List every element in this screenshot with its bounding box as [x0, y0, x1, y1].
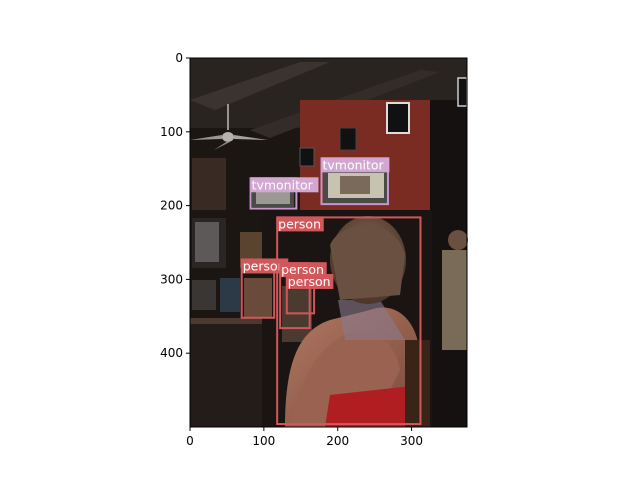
bar-counter-top	[190, 318, 290, 324]
axes-frame	[189, 57, 468, 428]
poster	[220, 278, 240, 312]
small-person	[244, 278, 272, 318]
tv-screen-right-content	[340, 176, 370, 194]
person-label: person	[288, 274, 331, 289]
y-tick-label: 200	[160, 199, 183, 213]
ceiling-beam	[190, 62, 330, 110]
x-tick-label: 100	[252, 434, 275, 448]
wall-frame	[339, 127, 357, 151]
tvmonitor-label-background	[250, 177, 319, 193]
person-label: person	[281, 262, 324, 277]
ceiling-fan-icon	[190, 104, 268, 150]
poster	[192, 158, 226, 210]
x-tick-label: 0	[186, 434, 194, 448]
background-person-head	[448, 230, 468, 250]
y-tick-label: 100	[160, 125, 183, 139]
wall-frame	[457, 77, 468, 107]
x-tick-label: 300	[400, 434, 423, 448]
wall-frame	[299, 147, 315, 167]
wall-frame	[386, 102, 410, 134]
person-label-background	[277, 216, 324, 232]
y-tick-label: 400	[160, 346, 183, 360]
poster	[192, 280, 216, 310]
person-label-background	[241, 258, 289, 274]
poster	[195, 222, 219, 262]
tvmonitor-label: tvmonitor	[322, 157, 384, 172]
detections: tvmonitortvmonitorpersonpersonpersonpers…	[240, 157, 422, 426]
x-axis: 0 100 200 300	[186, 427, 423, 448]
person-box	[276, 216, 422, 426]
x-tick-label: 200	[326, 434, 349, 448]
photo	[190, 58, 468, 427]
person-label-background	[280, 262, 327, 278]
person-label: person	[243, 258, 286, 273]
y-tick-label: 0	[175, 51, 183, 65]
y-axis: 0 100 200 300 400	[160, 51, 190, 360]
tvmonitor-label: tvmonitor	[252, 177, 314, 192]
background-person	[442, 250, 467, 350]
chair	[405, 340, 430, 427]
poster	[192, 218, 226, 268]
y-tick-label: 300	[160, 272, 183, 286]
person-label: person	[278, 216, 321, 231]
person-label-background	[286, 273, 334, 289]
tv-screen-left-inner	[256, 189, 290, 204]
main-person	[285, 216, 420, 427]
tvmonitor-label-background	[321, 157, 390, 173]
